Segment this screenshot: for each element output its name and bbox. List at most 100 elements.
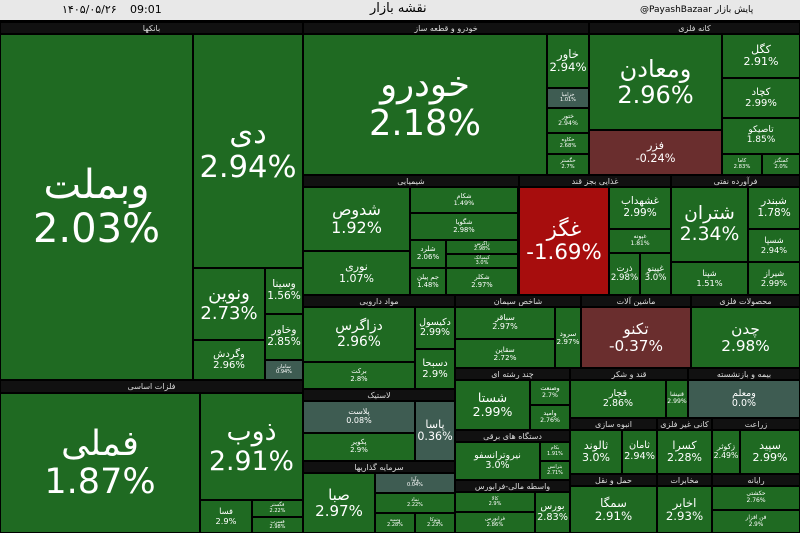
stock-name: شپنا (702, 268, 717, 279)
stock-change: 2.98% (721, 336, 770, 355)
stock-change: 2.72% (493, 352, 517, 362)
stock-name: ثالوند (583, 438, 609, 452)
sector-header: لاستیک (303, 389, 455, 401)
stock-change: 2.97% (556, 336, 580, 346)
stock-change: 1.87% (44, 462, 156, 502)
stock-tile: خگستر 2.7% (547, 154, 589, 175)
stock-change: 0.04% (407, 482, 423, 488)
sector-header: زراعت (712, 418, 800, 430)
stock-name: غگز (546, 216, 582, 242)
sector-header: سرمایه گذاریها (303, 461, 455, 473)
stock-tile: تاصیکو 1.85% (722, 118, 800, 154)
stock-change: 2.94% (549, 60, 587, 74)
stock-tile: خودرو 2.18% (303, 34, 547, 175)
stock-change: 2.94% (558, 119, 578, 127)
stock-name: سمگا (600, 495, 627, 510)
stock-tile: شیراز 2.99% (748, 262, 800, 295)
stock-change: -0.24% (635, 151, 676, 165)
stock-name: سرود (559, 328, 577, 338)
stock-tile: نوری 1.07% (303, 251, 410, 295)
stock-change: 2.68% (559, 142, 577, 149)
stock-name: ثامان (629, 440, 650, 452)
stock-name: بکام (550, 445, 560, 451)
sector-header: مخابرات (657, 474, 712, 486)
sector-header: انبوه سازی (570, 418, 657, 430)
stock-tile: قچار 2.86% (570, 380, 666, 418)
stock-tile: اخابر 2.93% (657, 486, 712, 533)
stock-name: کیمیاتک (474, 254, 490, 261)
stock-change: 2.99% (752, 451, 788, 464)
sector-header: قند و شکر (570, 368, 688, 380)
sector-header: ماشین آلات (581, 295, 691, 307)
stock-tile: دکیسول 2.99% (415, 307, 455, 349)
stock-change: 2.7% (561, 163, 575, 170)
stock-change: 2.91% (594, 508, 633, 523)
stock-name: نماد (410, 496, 420, 503)
stock-change: 2.22% (407, 502, 423, 508)
stock-name: خزامیا (561, 91, 575, 98)
stock-change: -1.69% (526, 240, 602, 265)
stock-change: 2.94% (199, 150, 297, 185)
stock-tile: کمنگنز 2.0% (762, 154, 800, 175)
stock-name: زاگرس (474, 240, 490, 247)
stock-tile: خکاوه 2.68% (547, 133, 589, 154)
stock-tile: غپونه 1.81% (609, 229, 671, 253)
stock-change: 2.9% (748, 521, 764, 528)
stock-tile: وصنعت 2.7% (530, 380, 570, 405)
stock-name: ذوب (226, 416, 277, 448)
stock-name: فسا (219, 506, 233, 517)
stock-change: 1.91% (547, 450, 563, 457)
stock-name: وگردش (213, 349, 245, 360)
stock-name: دسبحا (422, 358, 448, 369)
stock-tile: صبا 2.97% (303, 473, 375, 533)
stock-tile: وامید 2.76% (530, 405, 570, 430)
stock-change: 3.0% (475, 260, 489, 266)
stock-change: 2.28% (387, 522, 403, 528)
stock-name: شتران (684, 202, 735, 224)
stock-name: نیروترانسفو (474, 449, 521, 461)
sector-header: مواد دارویی (303, 295, 455, 307)
stock-change: 1.48% (417, 280, 439, 289)
stock-name: غشهداب (620, 195, 659, 208)
stock-tile: قنیشا 2.99% (666, 380, 688, 418)
top-bar: ۱۴۰۵/۰۵/۲۶ 09:01 نقشه بازار @PayashBazaa… (0, 0, 800, 20)
stock-name: جم پیلن (416, 273, 440, 282)
stock-tile: وسینا 1.56% (265, 268, 303, 314)
stock-change: 2.99% (760, 277, 788, 288)
stock-change: 2.23% (427, 522, 443, 528)
sector-header: شاخص سیمان (455, 295, 581, 307)
stock-change: -0.37% (609, 336, 663, 355)
stock-change: 2.98% (610, 273, 639, 283)
stock-tile: شستا 2.99% (455, 380, 530, 430)
stock-tile: ثامان 2.94% (622, 430, 657, 474)
stock-name: وآوا (411, 476, 419, 483)
stock-name: کگل (751, 42, 771, 56)
stock-change: 2.18% (369, 102, 481, 144)
time: 09:01 (130, 3, 162, 16)
stock-change: 2.28% (667, 451, 702, 464)
stock-change: 2.94% (624, 451, 655, 462)
stock-tile: بورس 2.83% (535, 492, 570, 533)
stock-change: 1.85% (746, 135, 776, 145)
stock-name: خاور (556, 47, 579, 62)
stock-tile: شسپا 2.94% (748, 229, 800, 262)
sector-header: دستگاه های برقی (455, 430, 570, 442)
stock-tile: سرود 2.97% (555, 307, 581, 368)
stock-name: ختور (562, 112, 574, 120)
stock-tile: سباقر 2.97% (455, 307, 555, 339)
stock-tile: شپنا 1.51% (671, 262, 748, 295)
stock-name: فن افزار (745, 515, 767, 522)
stock-tile: ومعلم 0.0% (688, 380, 800, 418)
sector-header: واسطه مالی-فرابورس (455, 480, 570, 492)
stock-name: کاما (737, 157, 747, 164)
stock-tile: سقاین 2.72% (455, 339, 555, 368)
stock-change: 2.9% (350, 446, 368, 454)
stock-change: 0.08% (346, 416, 372, 425)
stock-change: 0.0% (731, 398, 757, 409)
stock-change: 2.7% (542, 391, 558, 399)
stock-change: 0.36% (417, 430, 453, 443)
stock-name: ومعادن (619, 54, 692, 83)
stock-name: سقاین (495, 344, 515, 354)
stock-name: فگستر (270, 502, 285, 508)
stock-change: 2.97% (315, 502, 363, 520)
